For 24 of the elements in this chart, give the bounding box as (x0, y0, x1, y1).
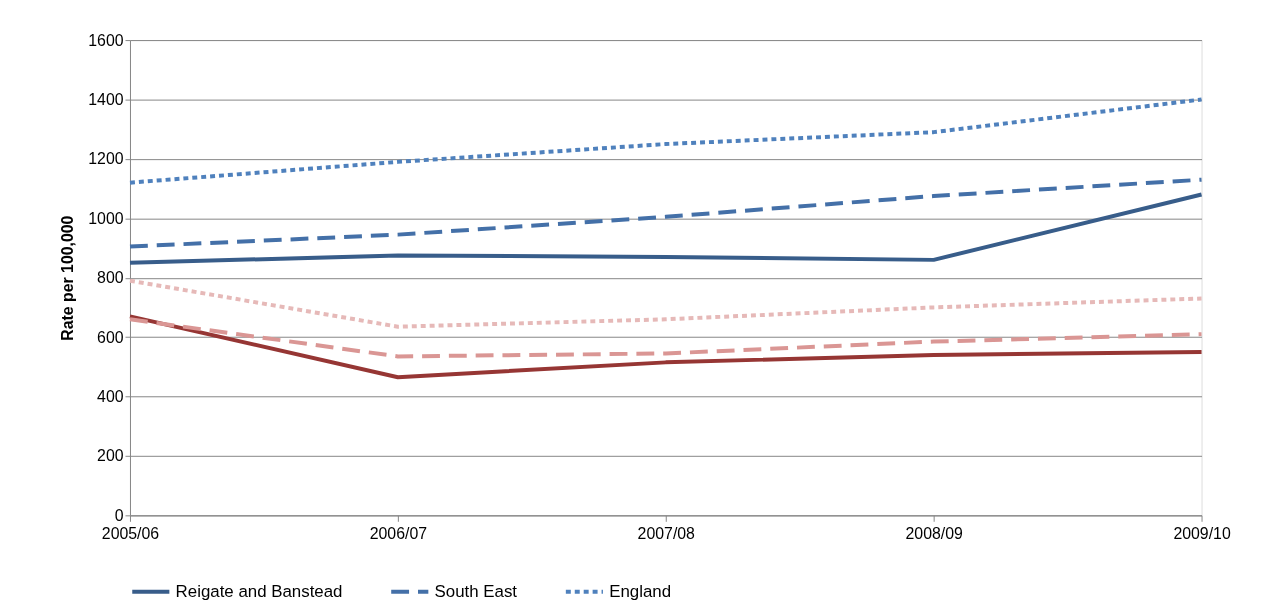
y-tick-label: 600 (97, 328, 124, 346)
y-tick-label: 1400 (88, 90, 124, 108)
line-series (127, 317, 1204, 359)
y-tick-label: 800 (97, 269, 124, 287)
y-tick-label: 0 (114, 506, 124, 524)
x-tick-label: 2005/06 (101, 524, 160, 542)
y-tick-label: 1000 (88, 209, 124, 227)
line-series (127, 314, 1204, 380)
y-tick-label: 200 (97, 447, 124, 465)
legend-label: Reigate and Banstead (175, 581, 343, 601)
x-tick-label: 2009/10 (1173, 524, 1231, 542)
line-series (127, 278, 1204, 329)
legend-label: England (609, 581, 672, 601)
x-tick-label: 2008/09 (905, 524, 963, 542)
legend-label: South East (434, 581, 518, 601)
y-tick-label: 400 (97, 387, 124, 405)
x-tick-label: 2006/07 (369, 524, 428, 542)
y-axis-title: Rate per 100,000 (59, 215, 77, 341)
y-tick-label: 1200 (88, 150, 124, 168)
y-tick-label: 1600 (88, 31, 124, 49)
line-series (127, 97, 1204, 185)
line-series (127, 177, 1204, 249)
line-series (127, 192, 1204, 265)
x-tick-label: 2007/08 (637, 524, 696, 542)
